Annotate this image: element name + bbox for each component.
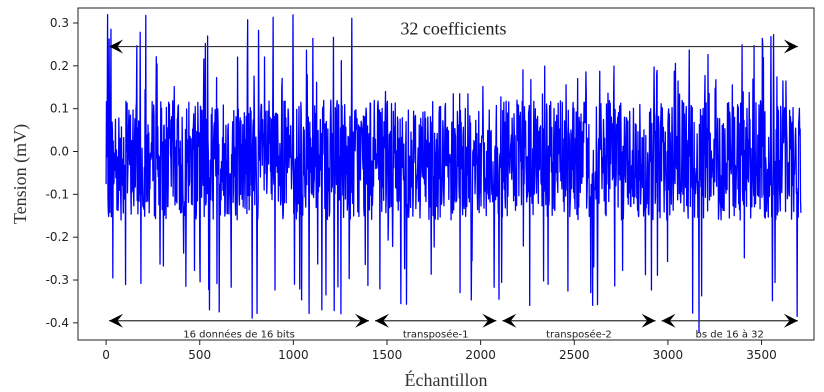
y-axis-ticks: -0.4 -0.3 -0.2 -0.1 0.0 0.1 0.2 0.3	[46, 16, 78, 330]
x-tick-label: 500	[188, 348, 211, 362]
annotation-arrow: transposée-2	[502, 313, 656, 341]
x-tick-label: 0	[102, 348, 110, 362]
annotation-label: bs de 16 à 32	[696, 329, 764, 341]
annotations: 32 coefficients 16 données de 16 bits tran…	[109, 19, 798, 341]
y-tick-label: -0.1	[46, 187, 69, 201]
arrowhead	[502, 313, 517, 328]
annotation-label: transposée-2	[546, 329, 612, 341]
annotation-label: 32 coefficients	[400, 19, 506, 39]
annotation-arrow: bs de 16 à 32	[661, 313, 798, 341]
y-tick-label: -0.3	[46, 273, 69, 287]
y-tick-label: 0.2	[50, 59, 69, 73]
annotation-label: transposée-1	[403, 329, 469, 341]
arrowhead	[482, 313, 497, 328]
x-tick-label: 1500	[372, 348, 403, 362]
x-tick-label: 2500	[559, 348, 590, 362]
signal-line	[105, 13, 802, 334]
annotation-arrow: transposée-1	[375, 313, 497, 341]
y-tick-label: 0.1	[50, 102, 69, 116]
x-tick-label: 1000	[278, 348, 309, 362]
annotation-arrow: 32 coefficients	[109, 19, 798, 54]
y-tick-label: 0.0	[50, 145, 69, 159]
x-tick-label: 3000	[653, 348, 684, 362]
y-tick-label: -0.4	[46, 316, 69, 330]
y-axis-label: Tension (mV)	[10, 124, 31, 224]
arrowhead	[109, 313, 124, 328]
arrowhead	[375, 313, 390, 328]
x-tick-label: 2000	[465, 348, 496, 362]
arrowhead	[783, 39, 798, 54]
x-axis-label: Échantillon	[405, 369, 488, 390]
arrowhead	[109, 39, 124, 54]
arrowhead	[355, 313, 370, 328]
arrowhead	[661, 313, 676, 328]
annotation-arrow: 16 données de 16 bits	[109, 313, 370, 341]
x-tick-label: 3500	[746, 348, 777, 362]
x-axis-ticks: 0 500 1000 1500 2000 2500 3000 3500	[102, 340, 777, 362]
signal-series	[105, 13, 802, 334]
arrowhead	[641, 313, 656, 328]
y-tick-label: 0.3	[50, 16, 69, 30]
arrowhead	[783, 313, 798, 328]
annotation-label: 16 données de 16 bits	[183, 329, 295, 341]
y-tick-label: -0.2	[46, 230, 69, 244]
